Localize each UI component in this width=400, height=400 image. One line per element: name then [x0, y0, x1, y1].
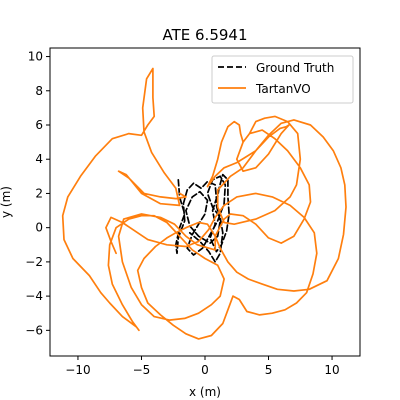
y-tick-label: 10	[28, 50, 43, 64]
x-tick-label: −5	[133, 363, 151, 377]
series-line-ground-truth	[174, 173, 230, 263]
x-tick-label: −10	[65, 363, 90, 377]
x-tick-label: 5	[265, 363, 273, 377]
legend-label-ground-truth: Ground Truth	[256, 61, 334, 75]
axes-frame	[49, 47, 361, 357]
legend-label-tartanvo: TartanVO	[255, 82, 311, 96]
y-tick-label: −6	[25, 323, 43, 337]
y-tick-label: 0	[35, 221, 43, 235]
y-axis-label: y (m)	[0, 186, 13, 218]
plot-area	[61, 67, 347, 340]
legend-box	[211, 55, 354, 104]
y-tick-label: −2	[25, 255, 43, 269]
x-axis-label: x (m)	[189, 385, 221, 399]
y-tick-label: 6	[35, 118, 43, 132]
chart-title: ATE 6.5941	[163, 26, 248, 44]
y-tick-label: 4	[35, 152, 43, 166]
legend: Ground Truth TartanVO	[211, 55, 354, 104]
axis-ticks: −10 −5 0 5 10 −6 −4 −2 0 2 4 6 8 10	[25, 50, 339, 377]
x-tick-label: 10	[324, 363, 339, 377]
x-tick-label: 0	[201, 363, 209, 377]
y-tick-label: 8	[35, 84, 43, 98]
series-line-tartanvo	[61, 67, 347, 340]
y-tick-label: 2	[35, 186, 43, 200]
y-tick-label: −4	[25, 289, 43, 303]
